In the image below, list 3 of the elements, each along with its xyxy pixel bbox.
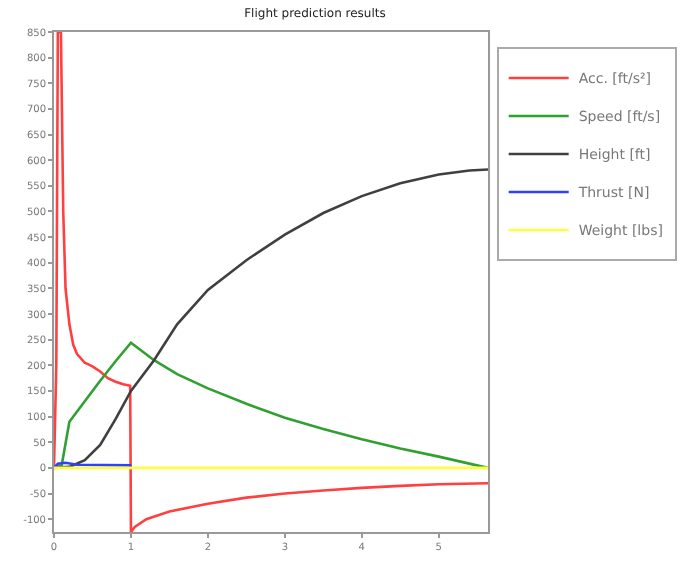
line-series	[54, 341, 488, 470]
line-series	[54, 32, 488, 532]
line-series	[54, 168, 488, 470]
